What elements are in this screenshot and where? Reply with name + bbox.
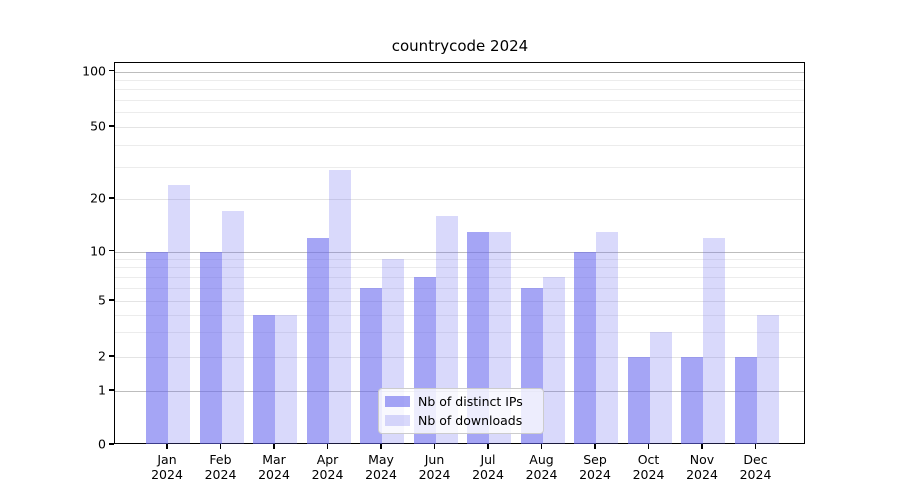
x-tick-label: Dec 2024 [739, 452, 772, 482]
y-tick-mark [109, 443, 114, 445]
gridline-minor [115, 79, 804, 81]
x-tick-label: Jul 2024 [472, 452, 504, 482]
bar-downloads [275, 314, 297, 444]
x-tick-mark [487, 444, 489, 449]
bar-downloads [649, 332, 672, 444]
gridline-major [115, 71, 804, 73]
gridline-minor [115, 144, 804, 146]
bar-distinct-ips [681, 357, 703, 444]
legend-item-distinct-ips: Nb of distinct IPs [385, 394, 537, 409]
gridline [115, 127, 804, 128]
x-tick-label: Feb 2024 [204, 452, 237, 482]
gridline-minor [115, 259, 804, 261]
x-tick-label: Jun 2024 [418, 452, 451, 482]
bar-distinct-ips [574, 251, 596, 444]
y-tick-label: 1 [98, 382, 106, 398]
bar-distinct-ips [734, 357, 757, 444]
x-tick-mark [754, 444, 757, 449]
gridline-minor [115, 112, 804, 114]
x-tick-label: Oct 2024 [632, 452, 665, 482]
y-tick-mark [109, 249, 114, 252]
gridline-major [115, 251, 804, 253]
bar-distinct-ips [360, 287, 382, 444]
bar-distinct-ips [146, 251, 168, 444]
bar-distinct-ips [627, 357, 650, 444]
y-tick-mark [109, 299, 114, 301]
x-tick-mark [166, 444, 168, 449]
x-tick-mark [701, 444, 703, 449]
gridline-minor [115, 100, 804, 102]
y-tick-label: 20 [90, 190, 106, 206]
y-tick-mark [109, 389, 114, 391]
bar-downloads [542, 276, 565, 444]
x-tick-mark [273, 444, 275, 449]
legend-label-downloads: Nb of downloads [418, 413, 523, 428]
x-tick-mark [647, 444, 650, 449]
gridline-minor [115, 314, 804, 316]
y-tick-label: 2 [98, 348, 106, 364]
y-tick-label: 100 [82, 63, 106, 78]
legend-swatch-distinct-ips [385, 396, 410, 407]
bar-downloads [596, 231, 618, 444]
bar-downloads [756, 314, 779, 444]
x-tick-mark [326, 444, 329, 449]
gridline-minor [115, 332, 804, 334]
y-tick-mark [109, 125, 114, 127]
gridline [115, 199, 804, 200]
gridline-minor [115, 89, 804, 91]
gridline-minor [115, 287, 804, 289]
x-tick-label: Apr 2024 [311, 452, 344, 482]
bar-distinct-ips [199, 251, 222, 444]
gridline-minor [115, 167, 804, 169]
x-tick-label: Sep 2024 [579, 452, 611, 482]
x-tick-label: Aug 2024 [525, 452, 558, 482]
bar-downloads [168, 184, 190, 444]
gridline-minor [115, 267, 804, 269]
legend-label-distinct-ips: Nb of distinct IPs [418, 394, 523, 409]
legend-swatch-downloads [385, 415, 410, 426]
x-tick-label: Jan 2024 [151, 452, 183, 482]
y-tick-mark [109, 69, 114, 72]
chart-title: countrycode 2024 [391, 37, 529, 55]
y-tick-mark [109, 197, 114, 199]
bar-downloads [703, 237, 725, 444]
gridline-minor [115, 276, 804, 278]
legend: Nb of distinct IPs Nb of downloads [378, 388, 544, 434]
y-tick-label: 0 [98, 436, 106, 452]
x-tick-label: Mar 2024 [258, 452, 290, 482]
y-tick-label: 5 [98, 292, 106, 308]
x-tick-mark [540, 444, 543, 449]
x-tick-mark [380, 444, 382, 449]
bar-downloads [221, 211, 244, 444]
y-tick-label: 50 [90, 118, 106, 134]
gridline [115, 301, 804, 302]
y-tick-label: 10 [90, 243, 106, 258]
x-tick-mark [433, 444, 436, 449]
y-tick-mark [109, 355, 114, 357]
legend-item-downloads: Nb of downloads [385, 413, 537, 428]
bar-distinct-ips [306, 237, 329, 444]
plot-area [114, 62, 805, 444]
x-tick-label: Nov 2024 [686, 452, 718, 482]
bar-downloads [435, 215, 458, 444]
x-tick-label: May 2024 [365, 452, 397, 482]
gridline [115, 357, 804, 358]
x-tick-mark [219, 444, 222, 449]
bar-distinct-ips [253, 314, 275, 444]
x-tick-mark [594, 444, 596, 449]
bar-downloads [328, 169, 351, 444]
